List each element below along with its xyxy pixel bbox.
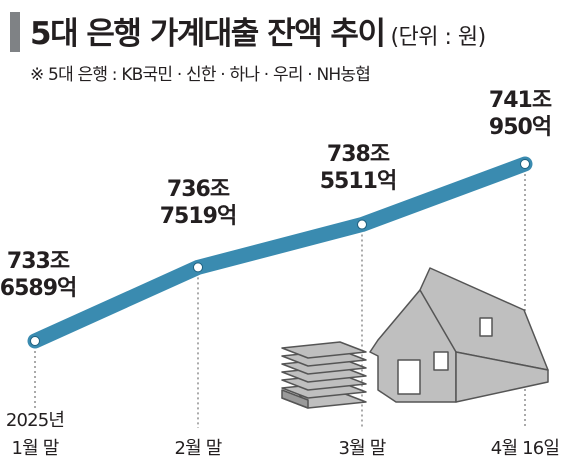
- value-label-line: 5511억: [320, 169, 396, 194]
- chart-title: 5대 은행 가계대출 잔액 추이 (단위 : 원): [30, 8, 486, 53]
- value-label-line: 738조: [327, 142, 390, 167]
- value-label-3: 741조 950억: [489, 88, 552, 140]
- bank-list-note: ※ 5대 은행 : KB국민 · 신한 · 하나 · 우리 · NH농협: [30, 65, 371, 85]
- data-labels: 733조 6589억 736조 7519억 738조 5511억 741조 950억: [0, 88, 553, 301]
- x-tick-label-line: 2025년: [6, 410, 64, 431]
- value-label-line: 6589억: [0, 276, 76, 301]
- data-markers: [30, 159, 530, 346]
- unit-label: (단위 : 원): [390, 25, 486, 50]
- value-label-line: 950억: [489, 115, 551, 140]
- value-label-line: 733조: [7, 249, 70, 274]
- illustration: [281, 267, 549, 409]
- house-icon: [369, 267, 549, 403]
- value-label-line: 7519억: [160, 204, 236, 229]
- x-tick-label-2: 3월 말: [338, 438, 385, 459]
- data-point-1: [193, 262, 203, 273]
- value-label-0: 733조 6589억: [0, 249, 76, 301]
- title-accent-bar: [10, 12, 20, 52]
- x-tick-label-line: 2월 말: [174, 438, 221, 459]
- data-point-0: [30, 336, 40, 346]
- x-tick-label-line: 1월 말: [11, 438, 58, 459]
- money-stack-icon: [281, 341, 367, 409]
- x-axis-labels: 2025년 1월 말 2월 말 3월 말 4월 16일: [6, 410, 560, 459]
- x-tick-label-1: 2월 말: [174, 438, 221, 459]
- chart-title-text: 5대 은행 가계대출 잔액 추이: [30, 16, 386, 52]
- x-tick-label-line: 3월 말: [338, 438, 385, 459]
- x-tick-label-0: 2025년 1월 말: [6, 410, 64, 459]
- value-label-line: 736조: [167, 177, 230, 202]
- series-line: [27, 156, 533, 349]
- x-tick-label-3: 4월 16일: [491, 438, 559, 459]
- value-label-2: 738조 5511억: [320, 142, 396, 194]
- value-label-line: 741조: [489, 88, 552, 113]
- data-point-3: [520, 159, 530, 169]
- data-point-2: [357, 219, 367, 230]
- value-label-1: 736조 7519억: [160, 177, 236, 229]
- x-tick-label-line: 4월 16일: [491, 438, 559, 459]
